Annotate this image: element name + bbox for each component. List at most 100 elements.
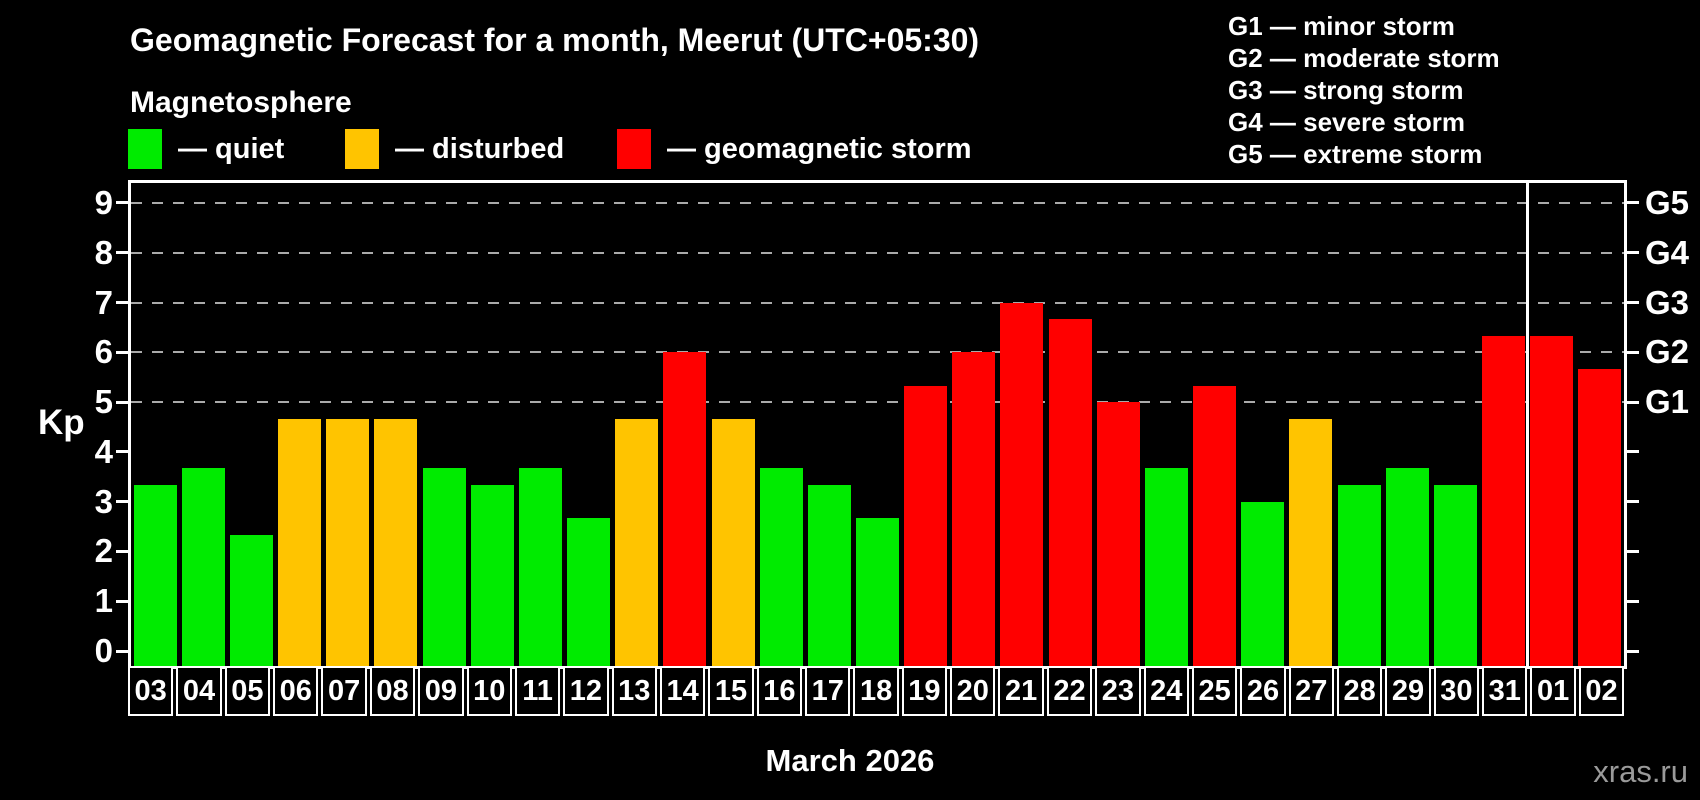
date-cell-12: 12 [563,666,609,716]
gridline-kp8 [131,251,1624,254]
date-cell-19: 19 [901,666,948,716]
right-axis-tick-8 [1627,251,1639,255]
legend-swatch-disturbed [345,129,379,169]
y-tick-label-8: 8 [94,233,113,271]
date-cell-28: 28 [1336,666,1383,716]
right-axis-tick-6 [1627,350,1639,354]
right-axis-tick-9 [1627,201,1639,205]
legend-item-quiet: — quiet [128,128,284,170]
y-axis-tick-7 [116,301,128,304]
kp-bar-04 [181,468,225,666]
storm-scale-line-3: G3 — strong storm [1228,75,1464,105]
date-cell-01: 01 [1530,666,1576,716]
color-legend: — quiet — disturbed — geomagnetic storm [0,128,1100,170]
kp-bar-12 [567,518,611,666]
g-scale-label-G5: G5 [1645,183,1690,221]
kp-bar-18 [856,518,899,666]
y-tick-label-1: 1 [94,582,113,620]
date-cell-29: 29 [1385,666,1431,716]
kp-bar-31 [1482,335,1526,666]
y-tick-label-2: 2 [94,532,113,570]
month-separator-line [1526,183,1530,666]
date-cell-05: 05 [224,666,271,716]
storm-scale-line-5: G5 — extreme storm [1228,139,1483,169]
kp-bar-01 [1530,335,1574,666]
legend-label: — disturbed [395,132,565,165]
date-cell-24: 24 [1143,666,1189,716]
gridline-kp9 [131,201,1624,204]
legend-item-storm: — geomagnetic storm [617,128,972,170]
date-cell-02: 02 [1578,666,1625,716]
y-axis-tick-0 [116,649,128,653]
y-tick-label-6: 6 [94,333,113,371]
date-cell-21: 21 [998,666,1044,716]
g-scale-label-G4: G4 [1645,233,1690,271]
y-tick-label-9: 9 [94,183,113,221]
date-cell-26: 26 [1240,666,1286,716]
y-axis-tick-4 [116,450,128,454]
date-cell-04: 04 [176,666,222,716]
y-tick-label-3: 3 [94,482,113,520]
date-cell-14: 14 [659,666,706,716]
y-axis-tick-1 [116,599,128,603]
kp-bar-17 [807,485,851,666]
date-cell-07: 07 [321,666,367,716]
date-cell-08: 08 [369,666,416,716]
gridline-kp6 [131,351,1624,354]
y-axis-tick-5 [116,400,128,404]
watermark: xras.ru [1593,754,1688,789]
kp-bar-21 [1000,302,1044,666]
legend-item-disturbed: — disturbed [345,128,564,170]
date-cell-31: 31 [1482,666,1528,716]
chart-subtitle: Magnetosphere [130,86,352,119]
kp-bar-06 [278,418,322,666]
storm-scale-line-1: G1 — minor storm [1228,11,1455,41]
legend-label: — geomagnetic storm [667,132,972,165]
legend-label: — quiet [178,132,285,165]
y-tick-label-0: 0 [94,632,113,670]
right-axis-tick-7 [1627,301,1639,304]
legend-swatch-quiet [128,129,162,169]
y-axis-tick-6 [116,350,128,354]
kp-bar-23 [1096,402,1140,666]
x-axis-title: March 2026 [765,743,935,778]
kp-bar-22 [1048,318,1092,666]
y-axis-tick-2 [116,549,128,553]
kp-bar-15 [711,418,755,666]
kp-bar-28 [1337,485,1381,666]
kp-bar-03 [133,485,177,666]
kp-bar-19 [904,385,948,666]
plot-area [128,180,1627,669]
date-cell-22: 22 [1046,666,1093,716]
date-cell-20: 20 [950,666,996,716]
right-axis-tick-4 [1627,450,1639,454]
kp-bar-07 [326,418,370,666]
right-axis-tick-0 [1627,649,1639,653]
gridline-kp7 [131,301,1624,304]
date-cell-30: 30 [1433,666,1480,716]
right-axis-tick-1 [1627,599,1639,603]
kp-bar-02 [1578,368,1622,666]
g-scale-label-G1: G1 [1645,383,1690,421]
page-title: Geomagnetic Forecast for a month, Meerut… [130,22,980,58]
date-cell-15: 15 [708,666,754,716]
date-cell-10: 10 [466,666,512,716]
date-cell-17: 17 [805,666,851,716]
date-cell-18: 18 [853,666,899,716]
kp-bar-25 [1193,385,1237,666]
y-tick-label-5: 5 [94,383,113,421]
kp-axis-title: Kp [38,403,85,442]
date-cell-09: 09 [418,666,464,716]
y-axis-tick-8 [116,251,128,255]
right-axis-tick-5 [1627,400,1639,404]
kp-bar-14 [663,352,707,666]
date-cell-11: 11 [514,666,561,716]
kp-bar-20 [952,352,996,666]
y-axis-tick-9 [116,201,128,205]
kp-bar-08 [374,418,418,666]
date-cell-06: 06 [273,666,319,716]
legend-swatch-storm [617,129,651,169]
kp-bar-09 [422,468,466,666]
kp-bar-16 [759,468,803,666]
